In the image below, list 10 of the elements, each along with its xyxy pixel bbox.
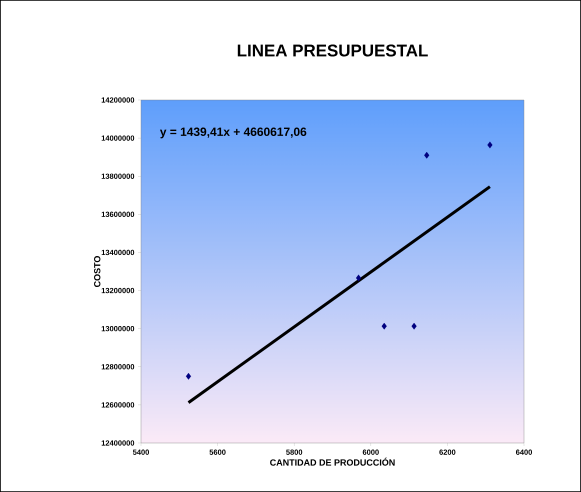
point (424, 152, 430, 159)
chart-title: LINEA PRESUPUESTAL (238, 44, 428, 57)
point (382, 322, 387, 330)
annotation: y = 1439,41x + 4660617,06 (160, 128, 306, 138)
point (487, 142, 493, 148)
point (356, 274, 362, 282)
point (411, 322, 417, 330)
point (186, 372, 192, 380)
y-axis-title: COSTO (94, 256, 100, 287)
x-axis-title: CANTIDAD DE PRODUCCIÓN (270, 458, 395, 466)
